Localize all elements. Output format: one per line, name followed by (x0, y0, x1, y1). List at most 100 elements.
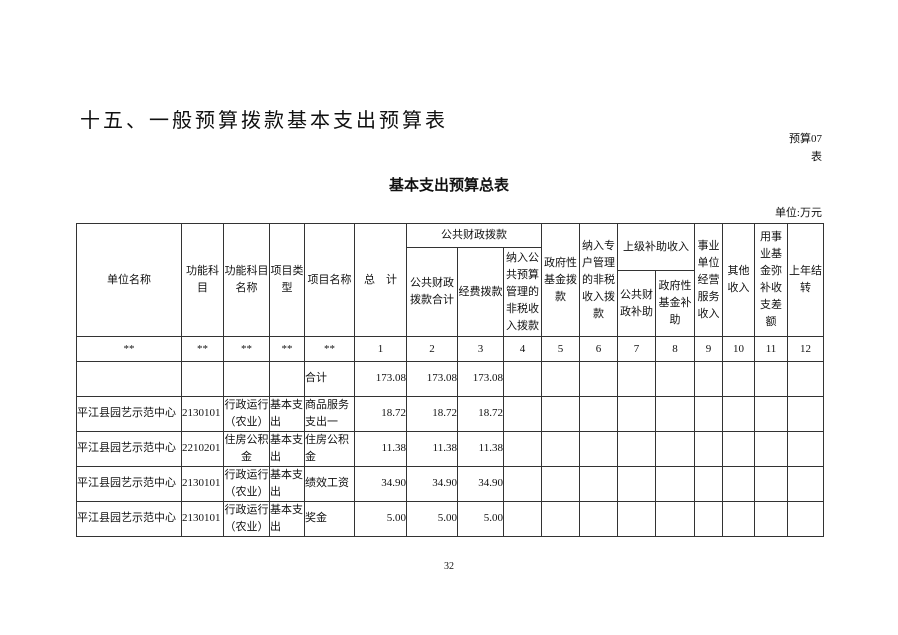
cell-total: 173.08 (354, 361, 407, 397)
index-cell: ** (76, 336, 182, 362)
header-pf-total: 公共财政拨款合计 (406, 247, 458, 337)
empty-cell (579, 500, 619, 537)
index-cell: ** (181, 336, 224, 362)
cell-func: 行政运行（农业） (223, 465, 270, 502)
cell-func (223, 361, 270, 397)
cell-code: 2130101 (181, 500, 224, 537)
cell-type: 基本支出 (269, 395, 305, 432)
empty-cell (655, 500, 696, 537)
empty-cell (694, 465, 724, 502)
empty-cell (722, 395, 756, 432)
table-row: 平江县园艺示范中心 2130101 行政运行（农业） 基本支出 绩效工资 34.90 34.… (76, 465, 825, 502)
empty-cell (754, 395, 789, 432)
cell-code (181, 361, 224, 397)
cell-func: 行政运行（农业） (223, 500, 270, 537)
cell-pf-funding: 11.38 (457, 430, 504, 467)
cell-pf-funding: 34.90 (457, 465, 504, 502)
empty-cell (754, 465, 789, 502)
index-row: ** ** ** ** ** 1 2 3 4 5 6 7 8 9 10 11 12 (76, 336, 825, 362)
empty-cell (787, 395, 825, 432)
empty-cell (694, 430, 724, 467)
empty-cell (541, 430, 581, 467)
empty-cell (502, 395, 543, 432)
header-pf-nontax: 纳入公共预算管理的非税收入拨款 (502, 247, 543, 337)
index-cell: 4 (502, 336, 543, 362)
page-title: 十五、一般预算拨款基本支出预算表 (80, 110, 448, 132)
cell-pf-total: 34.90 (406, 465, 458, 502)
header-proj-name: 项目名称 (304, 223, 355, 337)
header-fund-gap: 用事业基金弥补收支差额 (754, 223, 789, 337)
header-func-code: 功能科目 (181, 223, 224, 337)
cell-total: 5.00 (354, 500, 407, 537)
index-cell: 11 (754, 336, 789, 362)
cell-pf-funding: 18.72 (457, 395, 504, 432)
cell-pf-total: 173.08 (406, 361, 458, 397)
empty-cell (754, 430, 789, 467)
cell-pf-total: 18.72 (406, 395, 458, 432)
page-number: 32 (444, 561, 454, 572)
cell-unit (76, 361, 182, 397)
cell-name: 合计 (304, 361, 355, 397)
empty-cell (617, 395, 657, 432)
cell-code: 2210201 (181, 430, 224, 467)
cell-total: 34.90 (354, 465, 407, 502)
empty-cell (617, 465, 657, 502)
cell-name: 住房公积金 (304, 430, 355, 467)
cell-type: 基本支出 (269, 430, 305, 467)
empty-cell (541, 361, 581, 397)
empty-cell (541, 395, 581, 432)
header-sup-gov: 政府性基金补助 (655, 270, 696, 337)
cell-type: 基本支出 (269, 465, 305, 502)
header-total: 总 计 (354, 223, 407, 337)
cell-code: 2130101 (181, 395, 224, 432)
header-public-finance: 公共财政拨款 (405, 223, 543, 248)
cell-unit: 平江县园艺示范中心 (76, 500, 182, 537)
header-proj-type: 项目类型 (269, 223, 305, 337)
index-cell: 5 (541, 336, 581, 362)
cell-type (269, 361, 305, 397)
index-cell: 1 (354, 336, 407, 362)
empty-cell (502, 361, 543, 397)
form-code-suffix: 表 (811, 151, 822, 163)
header-func-name: 功能科目名称 (223, 223, 270, 337)
cell-func: 住房公积金 (223, 430, 270, 467)
cell-type: 基本支出 (269, 500, 305, 537)
header-other: 其他收入 (722, 223, 756, 337)
empty-cell (502, 500, 543, 537)
header-pf-funding: 经费拨款 (457, 247, 504, 337)
index-cell: ** (223, 336, 270, 362)
cell-pf-funding: 5.00 (457, 500, 504, 537)
header-superior: 上级补助收入 (617, 223, 696, 271)
header-carryover: 上年结转 (787, 223, 825, 337)
header-gov-fund: 政府性基金拨款 (541, 223, 581, 337)
empty-cell (617, 500, 657, 537)
empty-cell (787, 430, 825, 467)
empty-cell (579, 465, 619, 502)
header-unit-name: 单位名称 (76, 223, 182, 337)
cell-name: 奖金 (304, 500, 355, 537)
index-cell: 10 (722, 336, 756, 362)
empty-cell (787, 361, 825, 397)
cell-code: 2130101 (181, 465, 224, 502)
index-cell: 12 (787, 336, 825, 362)
empty-cell (787, 465, 825, 502)
table-row: 平江县园艺示范中心 2210201 住房公积金 基本支出 住房公积金 11.38 11.38… (76, 430, 825, 467)
cell-pf-total: 5.00 (406, 500, 458, 537)
cell-unit: 平江县园艺示范中心 (76, 430, 182, 467)
header-sup-public: 公共财政补助 (617, 270, 657, 337)
empty-cell (722, 465, 756, 502)
empty-cell (617, 430, 657, 467)
table-row: 平江县园艺示范中心 2130101 行政运行（农业） 基本支出 奖金 5.00 5.00 5.… (76, 500, 825, 537)
empty-cell (655, 361, 696, 397)
empty-cell (722, 500, 756, 537)
empty-cell (694, 500, 724, 537)
index-cell: 6 (579, 336, 619, 362)
index-cell: 9 (694, 336, 724, 362)
table-row: 平江县园艺示范中心 2130101 行政运行（农业） 基本支出 商品服务支出一 18.72… (76, 395, 825, 432)
empty-cell (502, 465, 543, 502)
cell-name: 商品服务支出一 (304, 395, 355, 432)
cell-unit: 平江县园艺示范中心 (76, 395, 182, 432)
index-cell: 2 (406, 336, 458, 362)
empty-cell (722, 430, 756, 467)
empty-cell (754, 500, 789, 537)
